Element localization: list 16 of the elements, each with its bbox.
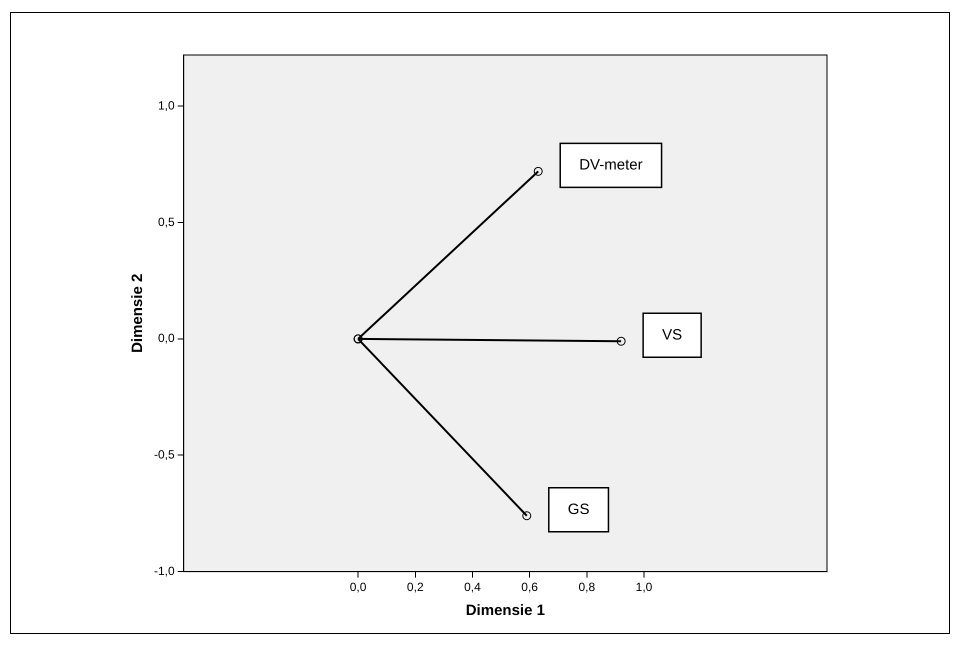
x-tick-label: 0,2 (406, 580, 424, 594)
text: VS (662, 326, 682, 344)
x-tick-label: 1,0 (636, 580, 653, 594)
x-axis-title: Dimensie 1 (466, 602, 545, 620)
y-tick-label: -1,0 (154, 564, 175, 578)
text: GS (568, 500, 590, 518)
x-tick-label: 0,8 (578, 580, 596, 594)
y-tick-label: -0,5 (154, 448, 175, 462)
x-tick-label: 0,0 (350, 580, 367, 594)
x-tick-label: 0,6 (521, 580, 538, 594)
text: DV-meter (579, 156, 643, 174)
y-axis-title: Dimensie 2 (129, 274, 146, 353)
y-tick-label: 0,0 (158, 331, 175, 346)
y-tick-label: 1,0 (158, 98, 175, 113)
x-tick-label: 0,4 (464, 580, 482, 594)
y-tick-label: 0,5 (158, 214, 175, 229)
